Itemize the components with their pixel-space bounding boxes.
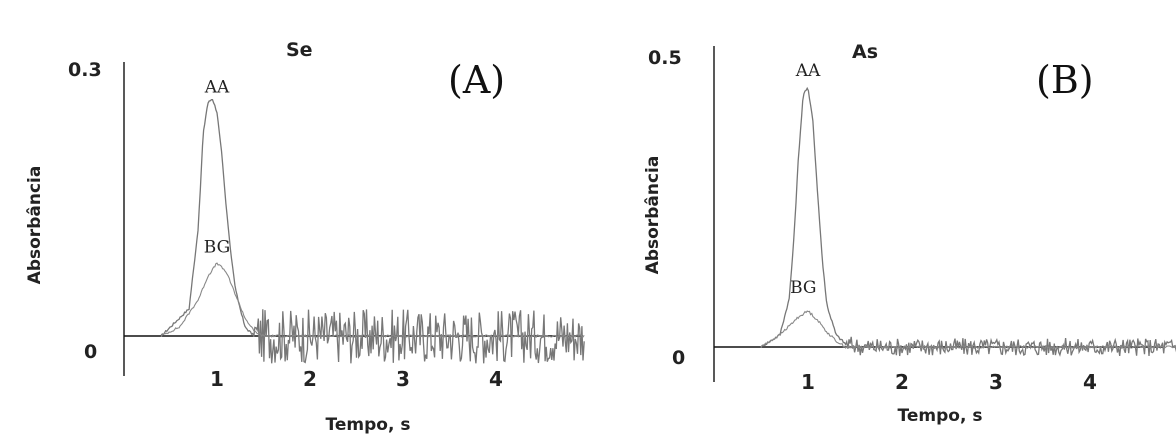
y-tick-label-top-b: 0.5 (648, 47, 682, 69)
y-tick-label-zero-b: 0 (672, 347, 685, 369)
annotations-b: AA BG (790, 61, 821, 298)
series-group-a (160, 99, 585, 364)
panel-label-b: (B) (1036, 58, 1094, 102)
series-line-bg-b (760, 310, 1176, 350)
annotation-bg-b: BG (790, 278, 816, 298)
x-tick-label-1-b: 1 (801, 370, 815, 394)
x-tick-label-4-b: 4 (1083, 370, 1097, 394)
annotation-bg-a: BG (204, 237, 230, 257)
chart-title-a: Se (286, 39, 313, 61)
x-tick-label-2-a: 2 (303, 367, 317, 391)
annotations-a: AA BG (204, 78, 230, 258)
x-tick-label-3-a: 3 (396, 367, 410, 391)
series-line-bg-a (160, 262, 585, 338)
annotation-aa-a: AA (204, 78, 230, 98)
x-axis-label-b: Tempo, s (898, 406, 983, 426)
y-axis-label-a: Absorbância (25, 166, 45, 285)
x-tick-label-4-a: 4 (489, 367, 503, 391)
x-tick-labels-a: 1 2 3 4 (210, 367, 503, 391)
x-tick-label-2-b: 2 (895, 370, 909, 394)
chart-panel-a: 0.3 0 Se (A) Absorbância Tempo, s 1 2 3 4 A… (25, 39, 585, 435)
chart-panel-b: 0.5 0 As (B) Absorbância Tempo, s 1 2 3 4 A… (643, 41, 1176, 426)
series-line-aa-a (160, 99, 585, 364)
series-line-aa-b (760, 86, 1176, 357)
y-tick-label-top-a: 0.3 (68, 59, 102, 81)
series-group-b (760, 86, 1176, 357)
annotation-aa-b: AA (795, 61, 821, 81)
x-tick-labels-b: 1 2 3 4 (801, 370, 1097, 394)
x-axis-label-a: Tempo, s (326, 415, 411, 435)
x-tick-label-1-a: 1 (210, 367, 224, 391)
y-axis-label-b: Absorbância (643, 156, 663, 275)
chart-title-b: As (852, 41, 878, 63)
x-tick-label-3-b: 3 (989, 370, 1003, 394)
panel-label-a: (A) (448, 58, 505, 102)
y-tick-label-zero-a: 0 (84, 341, 97, 363)
